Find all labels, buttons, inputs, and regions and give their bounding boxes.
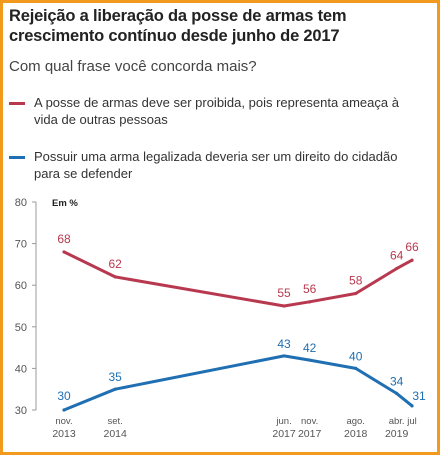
x-tick-label-year: 2014: [103, 428, 127, 440]
legend-label-blue: Possuir uma arma legalizada deveria ser …: [34, 149, 398, 181]
y-tick-label: 70: [15, 239, 27, 251]
x-tick-label: nov.: [301, 416, 318, 427]
y-tick-label: 50: [15, 322, 27, 334]
data-label: 30: [57, 389, 71, 403]
data-label: 62: [108, 257, 122, 271]
unit-label: Em %: [52, 198, 78, 209]
data-point: [395, 391, 399, 395]
legend-item-red: A posse de armas deve ser proibida, pois…: [9, 94, 424, 128]
chart-subtitle: Com qual frase você concorda mais?: [9, 58, 257, 75]
legend-item-blue: Possuir uma arma legalizada deveria ser …: [9, 148, 424, 182]
x-tick-label: ago.: [346, 416, 365, 427]
data-label: 66: [405, 240, 419, 254]
data-point: [395, 266, 399, 271]
data-point: [282, 304, 286, 308]
data-point: [113, 275, 117, 279]
data-label: 55: [277, 286, 291, 300]
y-tick-label: 30: [15, 405, 27, 417]
data-label: 64: [390, 249, 404, 263]
data-label: 31: [412, 389, 426, 403]
data-label: 40: [349, 349, 363, 363]
data-label: 42: [303, 341, 317, 355]
x-tick-label: set.: [108, 416, 123, 427]
legend-swatch-blue: [9, 156, 25, 159]
chart-title: Rejeição a liberação da posse de armas t…: [9, 7, 347, 45]
x-tick-label: nov.: [55, 416, 72, 427]
legend-label-red: A posse de armas deve ser proibida, pois…: [34, 95, 399, 127]
data-point: [354, 291, 358, 296]
x-tick-label-year: 2019: [385, 428, 409, 440]
data-point: [113, 387, 117, 391]
x-tick-label-year: 2017: [298, 428, 322, 440]
x-tick-label: jun.: [275, 416, 291, 427]
x-tick-label-year: 2017: [272, 428, 296, 440]
data-label: 58: [349, 274, 363, 288]
data-point: [308, 300, 312, 304]
y-tick-label: 80: [15, 197, 27, 209]
data-point: [62, 250, 66, 254]
data-label: 34: [390, 374, 404, 388]
x-tick-label: jul: [406, 416, 417, 427]
data-label: 68: [57, 232, 71, 246]
x-tick-label-year: 2018: [344, 428, 368, 440]
data-label: 43: [277, 337, 291, 351]
data-point: [282, 354, 286, 358]
data-point: [410, 258, 414, 262]
y-tick-label: 40: [15, 363, 27, 375]
data-label: 56: [303, 282, 317, 296]
data-point: [62, 408, 66, 412]
x-tick-label: abr.: [389, 416, 405, 427]
data-label: 35: [108, 370, 122, 384]
y-tick-label: 60: [15, 280, 27, 292]
legend-swatch-red: [9, 102, 25, 105]
data-point: [354, 366, 358, 370]
data-point: [308, 358, 312, 362]
x-tick-label-year: 2013: [52, 428, 76, 440]
data-point: [410, 404, 414, 408]
